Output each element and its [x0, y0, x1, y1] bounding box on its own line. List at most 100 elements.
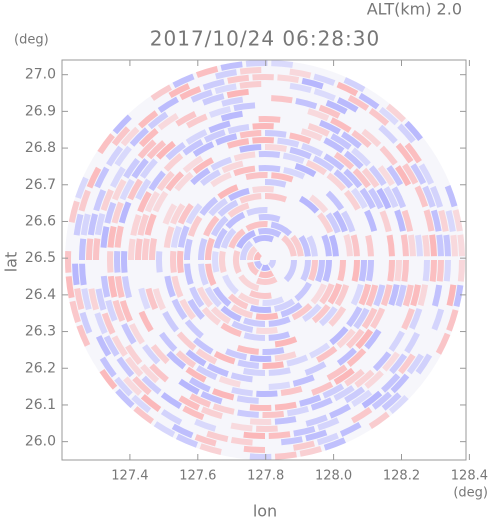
x-tick-label: 127.4 [111, 469, 148, 484]
radar-echo [175, 433, 199, 448]
radar-echo [245, 172, 268, 181]
radar-echo [378, 124, 398, 144]
radar-echo [358, 92, 380, 110]
radar-echo [230, 422, 253, 432]
radar-echo [376, 187, 392, 210]
radar-echo [282, 152, 305, 165]
x-tick-label: 128.0 [315, 469, 352, 484]
radar-echo [129, 323, 145, 345]
radar-echo [227, 123, 250, 135]
radar-echo [185, 203, 203, 225]
radar-echo [262, 296, 285, 306]
radar-echo [301, 143, 324, 157]
radar-echo [368, 187, 384, 210]
radar-echo [274, 336, 298, 348]
radar-echo [261, 264, 271, 271]
radar-echo [198, 263, 209, 286]
radar-echo [190, 89, 213, 103]
radar-echo [254, 251, 263, 261]
radar-echo [199, 196, 219, 216]
radar-echo [418, 163, 435, 185]
radar-echo [206, 363, 229, 377]
radar-echo [364, 209, 378, 232]
radar-echo [120, 126, 140, 147]
radar-echo [192, 157, 215, 175]
radar-echo [97, 133, 115, 155]
radar-echo [228, 228, 246, 249]
radar-echo [359, 187, 376, 210]
radar-echo [309, 194, 329, 214]
radar-echo [80, 213, 91, 236]
radar-echo [99, 368, 118, 390]
radar-echo [184, 319, 204, 339]
radar-echo [377, 165, 395, 187]
radar-echo [268, 367, 291, 376]
radar-echo [195, 65, 219, 78]
radar-echo [264, 144, 287, 153]
radar-echo [310, 283, 327, 305]
radar-echo [402, 284, 414, 307]
radar-echo [372, 351, 392, 372]
radar-echo [381, 373, 401, 393]
radar-echo [228, 187, 250, 202]
radar-echo [391, 186, 407, 209]
radar-echo [233, 165, 256, 177]
radar-echo [264, 193, 287, 203]
radar-echo [280, 385, 303, 397]
radar-echo [330, 133, 352, 150]
radar-echo [189, 393, 212, 408]
radar-echo [322, 383, 345, 399]
radar-echo [304, 361, 327, 376]
radar-echo [238, 274, 260, 292]
radar-echo [179, 86, 202, 101]
radar-echo [236, 230, 257, 249]
radar-echo [200, 406, 223, 420]
y-tick-label: 26.7 [25, 177, 56, 193]
radar-echo [245, 60, 268, 67]
radar-echo [330, 117, 352, 133]
radar-echo [378, 106, 399, 126]
radar-echo [95, 288, 107, 311]
radar-echo [215, 69, 237, 80]
radar-echo [107, 275, 118, 298]
radar-echo [383, 186, 399, 209]
radar-echo [271, 95, 293, 104]
radar-echo [168, 83, 191, 99]
radar-echo [107, 225, 117, 248]
radar-echo [200, 391, 223, 405]
y-unit: (deg) [14, 33, 49, 48]
radar-echo [395, 142, 414, 164]
y-tick-label: 26.1 [25, 397, 56, 413]
radar-echo [361, 128, 382, 148]
radar-echo [317, 212, 334, 234]
radar-echo [401, 259, 409, 282]
radar-echo [171, 275, 184, 298]
chart-title: 2017/10/24 06:28:30 [150, 27, 380, 51]
radar-echo [247, 261, 260, 276]
radar-echo [332, 210, 348, 233]
radar-echo [218, 375, 241, 388]
radar-echo [274, 416, 297, 425]
radar-echo [370, 307, 386, 330]
radar-echo [379, 145, 398, 166]
radar-echo [350, 187, 368, 210]
radar-echo [114, 376, 133, 397]
radar-echo [79, 238, 87, 261]
radar-echo [344, 368, 365, 387]
radar-echo [125, 356, 144, 377]
radar-echo [116, 356, 135, 378]
radar-echo [312, 155, 335, 172]
radar-echo [429, 259, 437, 282]
radar-echo [165, 142, 186, 161]
radar-echo [293, 440, 315, 451]
radar-echo [409, 307, 423, 330]
radar-echo [310, 397, 333, 411]
radar-echo [236, 395, 259, 404]
radar-echo [316, 432, 339, 446]
radar-echo [404, 142, 422, 164]
radar-echo [395, 165, 412, 187]
radar-echo [104, 201, 117, 224]
radar-echo [220, 110, 243, 122]
radar-echo [410, 284, 421, 307]
radar-echo [430, 209, 442, 232]
